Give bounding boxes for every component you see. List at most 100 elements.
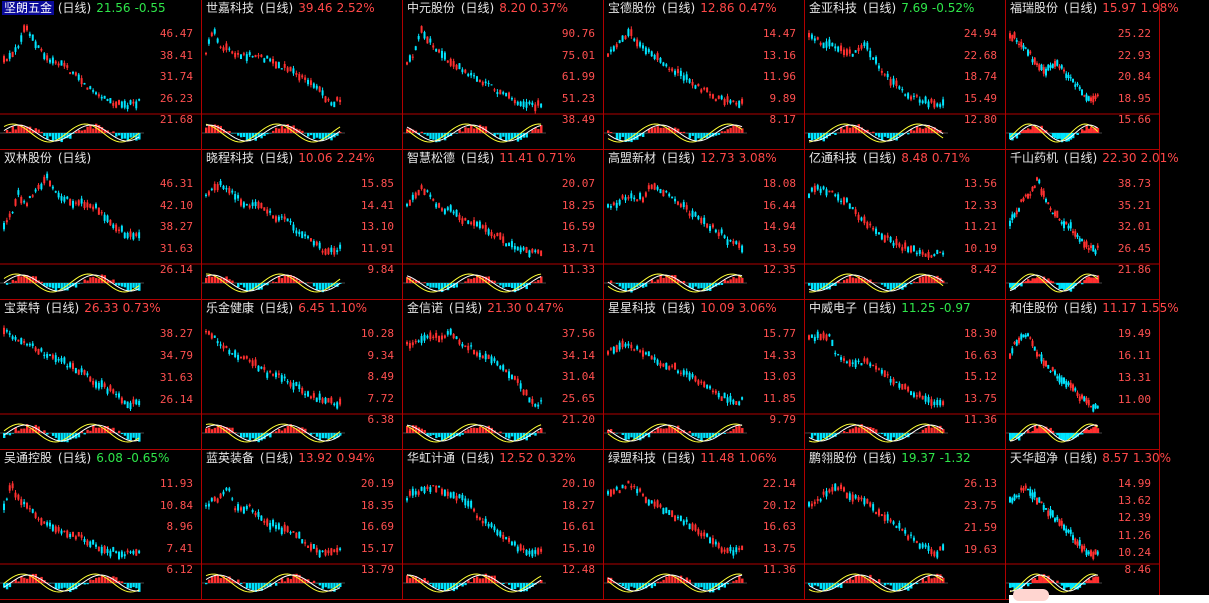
macd-bar [665, 275, 668, 283]
candle-body [245, 203, 248, 206]
stock-chart-panel[interactable]: 华虹计通 (日线) 12.52 0.32% 20.10 18.27 16.61 15.10 1… [403, 450, 604, 600]
macd-bar [531, 282, 534, 283]
stock-chart-panel[interactable]: 乐金健康 (日线) 6.45 1.10% 10.28 9.34 8.49 7.72 6.38 [202, 300, 403, 450]
candle-body [621, 35, 624, 42]
candle-body [1038, 497, 1041, 503]
macd-bar [207, 427, 211, 433]
macd-bar [100, 427, 104, 433]
macd-bar [248, 283, 252, 291]
macd-bar [1045, 426, 1048, 433]
stock-chart-panel[interactable]: 绿盟科技 (日线) 11.48 1.06% 22.14 20.12 16.63 13.75 1… [604, 450, 805, 600]
candle-body [40, 518, 43, 525]
macd-bar [251, 133, 255, 138]
candle-body [266, 519, 269, 526]
macd-bar [327, 583, 330, 589]
macd-bar [910, 283, 913, 285]
stock-chart-panel[interactable]: 千山药机 (日线) 22.30 2.01% 38.73 35.21 32.01 26.45 2… [1006, 150, 1179, 300]
candle-body [17, 46, 20, 48]
stock-chart-panel[interactable]: 世嘉科技 (日线) 39.46 2.52% [202, 0, 403, 150]
candle-body [1074, 231, 1077, 237]
indicator-line-yellow [3, 423, 140, 443]
macd-bar [429, 433, 432, 436]
candle-body [831, 487, 834, 492]
macd-bar [274, 583, 278, 586]
macd-bar [706, 583, 709, 590]
candle-body [11, 51, 14, 58]
candle-body [621, 195, 624, 199]
candle-body [3, 56, 5, 63]
candle-body [28, 196, 31, 198]
candle-body [57, 63, 60, 66]
candle-body [467, 73, 470, 76]
candle-body [455, 209, 458, 217]
candle-body [825, 189, 828, 196]
candle-body [860, 363, 863, 366]
macd-bar [656, 427, 659, 433]
candle-body [1024, 47, 1027, 49]
macd-bar [525, 433, 528, 441]
candle-body [100, 546, 103, 554]
macd-bar [103, 577, 107, 583]
candle-body [1045, 68, 1047, 76]
macd-bar [289, 578, 292, 583]
stock-chart-panel[interactable]: 宝德股份 (日线) 12.86 0.47% 14.47 13.16 11.96 9.89 8.… [604, 0, 805, 150]
indicator-line-yellow [607, 273, 743, 293]
candle-body [726, 96, 729, 103]
macd-bar [808, 133, 811, 139]
candle-body [854, 360, 857, 368]
stock-chart-panel[interactable]: 中元股份 (日线) 8.20 0.37% 90.76 75.01 61.99 51.23 38… [403, 0, 604, 150]
macd-bar [650, 127, 654, 133]
macd-bar [618, 283, 622, 287]
macd-bar [825, 283, 828, 290]
period-label: (日线) [54, 1, 92, 15]
candle-body [54, 61, 57, 64]
price-tick-label: 10.84 [159, 498, 193, 512]
macd-bar [89, 430, 92, 433]
candle-body [1067, 74, 1070, 79]
stock-chart-panel[interactable]: 高盟新材 (日线) 12.73 3.08% 18.08 16.44 14.94 13.59 1… [604, 150, 805, 300]
macd-bar [810, 283, 814, 290]
candle-body [420, 185, 423, 189]
candle-body [213, 335, 216, 338]
macd-bar [636, 583, 639, 591]
macd-bar [461, 131, 464, 133]
stock-chart-panel[interactable]: 智慧松德 (日线) 11.41 0.71% 20.07 18.25 16.59 13.71 1… [403, 150, 604, 300]
macd-bar [86, 126, 89, 133]
stock-chart-panel[interactable]: 金信诺 (日线) 21.30 0.47% 37.56 34.14 31.04 25.65 21… [403, 300, 604, 450]
macd-bar [662, 277, 665, 283]
candle-body [942, 544, 945, 550]
macd-bar [1051, 430, 1055, 433]
macd-bar [458, 583, 461, 585]
macd-bar [277, 582, 281, 583]
macd-bar [729, 127, 732, 133]
stock-chart-panel[interactable]: 宝莱特 (日线) 26.33 0.73% 38.27 34.79 31.63 26.14 [0, 300, 202, 450]
candle-body [106, 388, 109, 394]
stock-chart-panel[interactable]: 中威电子 (日线) 11.25 -0.97 18.30 16.63 15.12 13.75 1… [805, 300, 1006, 450]
candle-body [307, 391, 310, 397]
candle-body [936, 551, 939, 558]
stock-chart-panel[interactable]: 金亚科技 (日线) 7.69 -0.52% 24.94 22.68 18.74 15.49 1… [805, 0, 1006, 150]
stock-chart-panel[interactable]: 星星科技 (日线) 10.09 3.06% 15.77 14.33 13.03 11.85 9… [604, 300, 805, 450]
stock-chart-panel[interactable]: 天华超净 (日线) 8.57 1.30% 14.99 13.62 12.39 11.26 10… [1006, 450, 1171, 600]
price-tick-label: 18.30 [963, 327, 997, 340]
stock-title: 千山药机 (日线) 22.30 2.01% [1008, 151, 1179, 165]
stock-chart-panel[interactable]: 双林股份 (日线) 46.31 42.10 38.27 31.63 26.14 [0, 150, 202, 300]
stock-chart-panel[interactable]: 鹏翎股份 (日线) 19.37 -1.32 26.13 23.75 21.59 19.63 [805, 450, 1006, 600]
price-tick-label: 18.95 [1117, 91, 1151, 105]
macd-bar [499, 431, 502, 433]
stock-chart-panel[interactable]: 吴通控股 (日线) 6.08 -0.65% 11.93 10.84 8.96 7.41 6.1… [0, 450, 202, 600]
stock-chart-panel[interactable]: 晓程科技 (日线) 10.06 2.24% 15.85 14.41 13.10 11.91 9… [202, 150, 403, 300]
macd-bar [31, 130, 35, 133]
macd-bar [254, 583, 257, 592]
stock-chart-panel[interactable]: 蓝英装备 (日线) 13.92 0.94% 20.19 18.35 16.69 15.17 1… [202, 450, 403, 600]
candle-body [624, 197, 627, 201]
stock-chart-panel[interactable]: 福瑞股份 (日线) 15.97 1.98% 25.22 22.93 20.84 18.95 1… [1006, 0, 1179, 150]
macd-bar [34, 424, 38, 433]
stock-chart-panel[interactable]: 和佳股份 (日线) 11.17 1.55% 19.49 16.11 13.31 11.00 [1006, 300, 1179, 450]
stock-chart-panel[interactable]: 坚朗五金 (日线) 21.56 -0.55 46.47 38.41 31.74 26.23 2… [0, 0, 202, 150]
kline-chart [1006, 176, 1160, 293]
macd-bar [848, 127, 852, 133]
macd-bar [618, 133, 622, 140]
candle-body [534, 250, 537, 252]
stock-chart-panel[interactable]: 亿通科技 (日线) 8.48 0.71% 13.56 12.33 11.21 10.19 8.… [805, 150, 1006, 300]
